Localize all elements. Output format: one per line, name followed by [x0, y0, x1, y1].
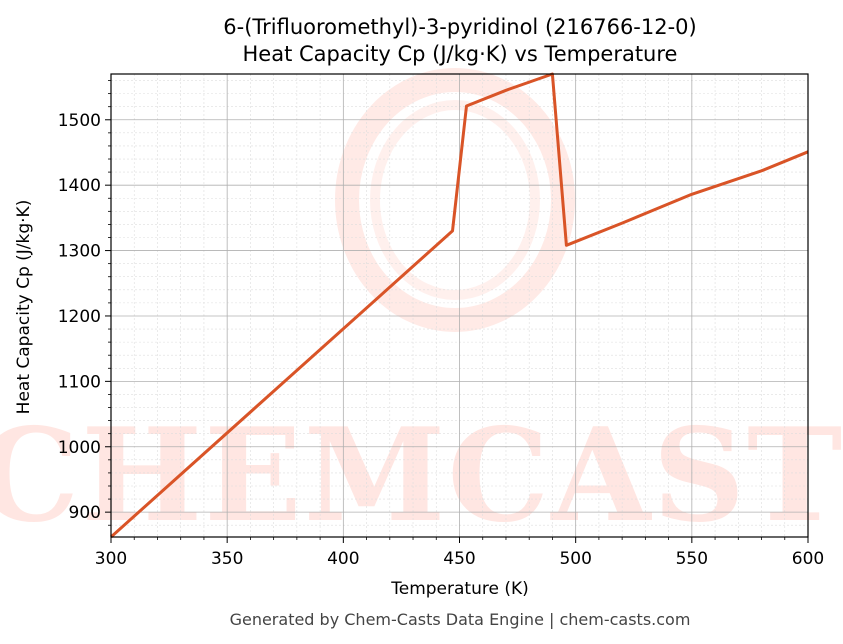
x-tick-label: 600: [792, 549, 824, 569]
x-tick-label: 300: [95, 549, 127, 569]
y-tick-label: 1400: [58, 176, 101, 196]
x-tick-label: 350: [211, 549, 243, 569]
x-tick-label: 450: [443, 549, 475, 569]
y-tick-label: 1500: [58, 111, 101, 131]
y-tick-label: 900: [69, 503, 101, 523]
series-layer: [109, 72, 809, 539]
series-line: [109, 72, 809, 539]
chemcasts-watermark: CHEMCASTS: [0, 68, 843, 551]
y-axis-ticks: 900 1000 1100 1200 1300 1400 1500: [58, 80, 111, 526]
x-tick-label: 500: [559, 549, 591, 569]
chart-title: 6-(Trifluoromethyl)-3-pyridinol (216766-…: [223, 15, 696, 39]
y-tick-label: 1100: [58, 372, 101, 392]
x-tick-label: 550: [676, 549, 708, 569]
watermark-text: CHEMCASTS: [0, 401, 843, 551]
chart-subtitle: Heat Capacity Cp (J/kg·K) vs Temperature: [243, 42, 678, 66]
x-axis-label: Temperature (K): [390, 579, 529, 599]
x-tick-label: 400: [327, 549, 359, 569]
y-axis-label: Heat Capacity Cp (J/kg·K): [14, 200, 34, 415]
x-axis-ticks: 300 350 400 450 500 550 600: [95, 537, 824, 569]
y-tick-label: 1200: [58, 307, 101, 327]
footer-credit: Generated by Chem-Casts Data Engine | ch…: [230, 610, 691, 629]
y-tick-label: 1000: [58, 438, 101, 458]
y-tick-label: 1300: [58, 242, 101, 262]
